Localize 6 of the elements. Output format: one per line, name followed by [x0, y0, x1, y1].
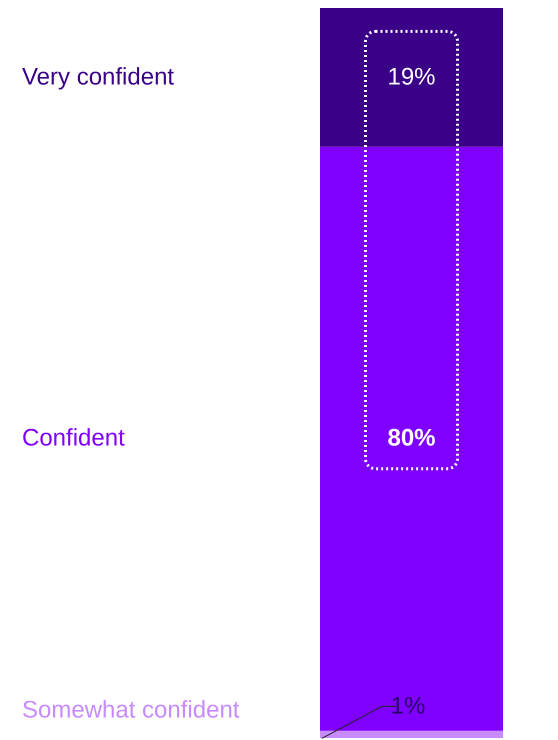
text: Very confident	[22, 63, 174, 90]
text: Somewhat confident	[22, 696, 240, 724]
text: Confident	[22, 424, 126, 452]
data-label: 19%	[387, 63, 436, 90]
data-label: 1%	[390, 692, 426, 720]
data-label: 80%	[387, 424, 436, 452]
